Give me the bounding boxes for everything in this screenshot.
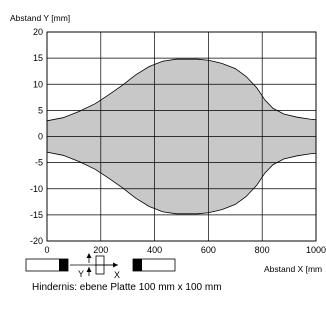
x-arrow-head <box>113 262 118 268</box>
y-axis-title: Abstand Y [mm] <box>10 13 70 23</box>
obstacle-caption: Hindernis: ebene Platte 100 mm x 100 mm <box>32 282 222 293</box>
y-tick-label: -15 <box>30 210 43 220</box>
y-tick-label: -20 <box>30 236 43 246</box>
y-tick-label: -10 <box>30 184 43 194</box>
diagram-y-label: Y <box>78 269 84 279</box>
x-axis-title: Abstand X [mm <box>264 264 322 274</box>
plot-frame <box>46 31 317 242</box>
y-arrow-down-head <box>86 267 92 272</box>
x-tick-label: 1000 <box>306 245 326 255</box>
y-arrow-up-head <box>86 253 92 258</box>
y-tick-label: 10 <box>33 79 43 89</box>
x-tick-label: 400 <box>147 245 162 255</box>
receiver-lens <box>133 259 142 271</box>
x-tick-label: 200 <box>93 245 108 255</box>
y-tick-label: -5 <box>35 158 43 168</box>
sender-lens <box>59 259 68 271</box>
y-tick-label: 20 <box>33 27 43 37</box>
x-tick-label: 0 <box>44 245 49 255</box>
sensor-diagram: Y X <box>25 253 176 280</box>
plot-area: 0 200 400 600 800 1000 20 15 10 5 0 -5 -10 -15 -20 <box>30 27 326 255</box>
y-tick-label: 5 <box>38 105 43 115</box>
x-tick-label: 800 <box>255 245 270 255</box>
diagram-x-label: X <box>114 270 120 280</box>
y-tick-label: 0 <box>38 132 43 142</box>
x-tick-label: 600 <box>201 245 216 255</box>
y-tick-label: 15 <box>33 53 43 63</box>
